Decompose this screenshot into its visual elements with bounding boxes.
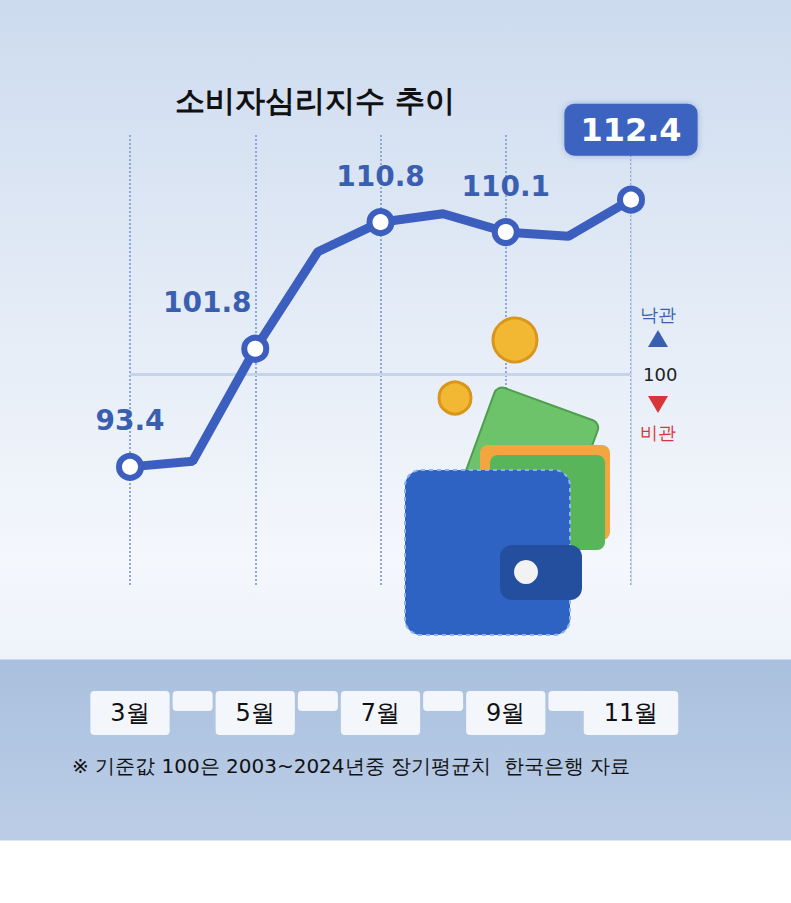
svg-text:5월: 5월 — [236, 699, 275, 727]
svg-text:7월: 7월 — [361, 699, 400, 727]
svg-text:11월: 11월 — [604, 699, 659, 727]
svg-text:3월: 3월 — [110, 699, 149, 727]
svg-text:112.4: 112.4 — [580, 111, 681, 149]
svg-text:※ 기준값 100은 2003~2024년중 장기평균치: ※ 기준값 100은 2003~2024년중 장기평균치 한국은행 자료 — [72, 754, 630, 778]
svg-text:93.4: 93.4 — [95, 404, 164, 437]
svg-text:110.8: 110.8 — [336, 160, 425, 193]
svg-text:100: 100 — [643, 364, 677, 385]
svg-text:비관: 비관 — [640, 422, 676, 443]
svg-text:낙관: 낙관 — [640, 304, 676, 325]
svg-text:110.1: 110.1 — [461, 170, 550, 203]
svg-text:소비자심리지수 추이: 소비자심리지수 추이 — [175, 83, 455, 118]
svg-text:101.8: 101.8 — [163, 286, 252, 319]
svg-text:9월: 9월 — [486, 699, 525, 727]
